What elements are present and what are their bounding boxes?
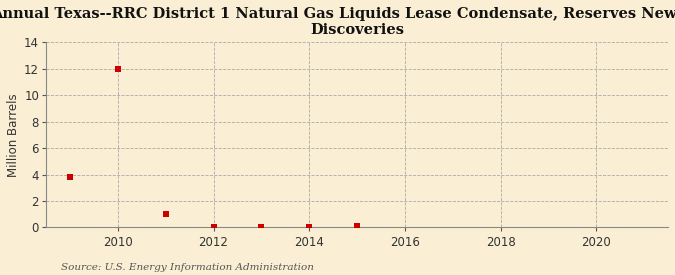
Y-axis label: Million Barrels: Million Barrels [7,93,20,177]
Text: Source: U.S. Energy Information Administration: Source: U.S. Energy Information Administ… [61,263,314,272]
Point [160,212,171,216]
Point [113,67,124,71]
Point [352,224,362,229]
Point [65,175,76,180]
Point [304,225,315,229]
Title: Annual Texas--RRC District 1 Natural Gas Liquids Lease Condensate, Reserves New : Annual Texas--RRC District 1 Natural Gas… [0,7,675,37]
Point [208,225,219,229]
Point [256,224,267,229]
